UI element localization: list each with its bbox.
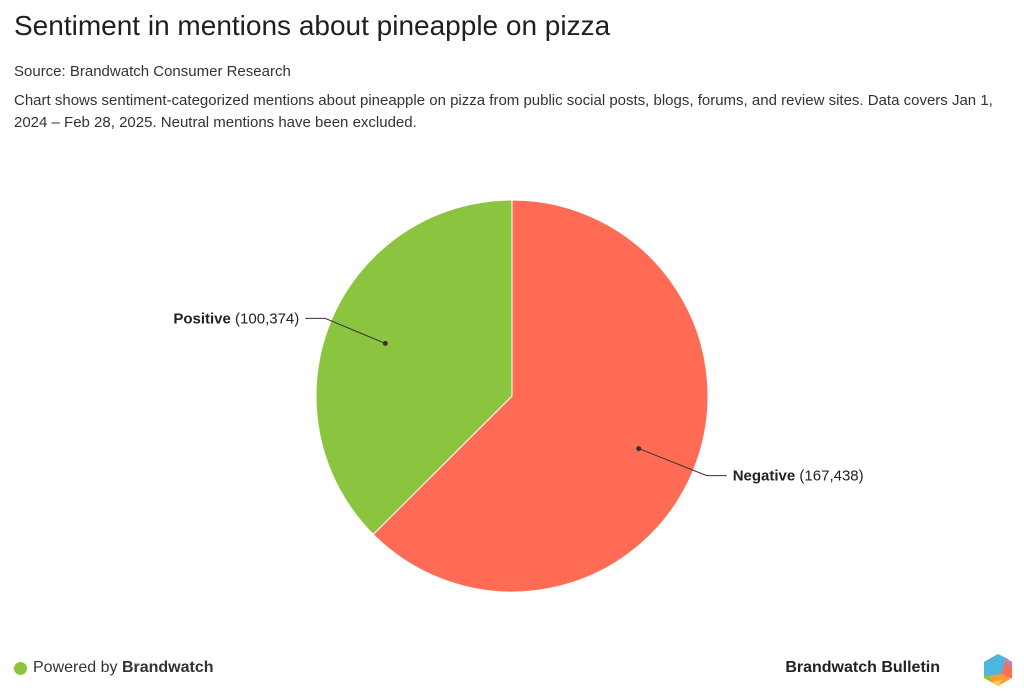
description-text: Chart shows sentiment-categorized mentio… (14, 92, 993, 131)
powered-brand: Brandwatch (121, 659, 214, 676)
chart-title: Sentiment in mentions about pineapple on… (14, 10, 611, 41)
data-label-name: Positive (173, 310, 231, 327)
leader-line-positive (305, 317, 386, 344)
source-text: Source: Brandwatch Consumer Research (14, 63, 291, 80)
leader-line-negative (638, 448, 727, 477)
brand-name: Brandwatch Bulletin (785, 659, 940, 676)
leader-dot-positive (382, 340, 388, 346)
brandwatch-dot-icon (14, 661, 27, 675)
data-label-value: (100,374) (231, 310, 299, 327)
data-label-value: (167,438) (795, 468, 863, 485)
data-label-name: Negative (733, 468, 796, 485)
data-label-negative: Negative (167,438) (733, 468, 864, 485)
powered-prefix: Powered by (33, 659, 118, 676)
powered-by[interactable]: Powered by Brandwatch (14, 659, 214, 677)
pie-slice-negative[interactable] (372, 199, 709, 593)
brandwatch-bulletin-logo-icon (984, 654, 1012, 686)
leader-dot-negative (636, 446, 642, 452)
data-label-positive: Positive (100,374) (173, 310, 299, 327)
